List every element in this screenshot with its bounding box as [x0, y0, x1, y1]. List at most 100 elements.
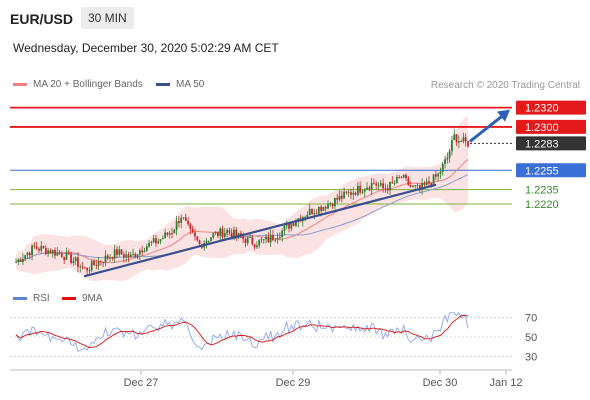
- candle-body: [327, 203, 329, 209]
- candle-body: [230, 232, 233, 238]
- legend-rsi: RSI: [13, 293, 50, 304]
- candle-body: [143, 250, 146, 253]
- timeframe-badge[interactable]: 30 MIN: [81, 7, 134, 29]
- chart-datetime: Wednesday, December 30, 2020 5:02:29 AM …: [13, 41, 279, 55]
- candle-body: [116, 249, 118, 255]
- candle-body: [272, 235, 274, 241]
- candle-body: [393, 182, 396, 184]
- legend-9ma-swatch: [62, 296, 76, 300]
- candle-body: [21, 258, 24, 262]
- candle-body: [451, 139, 453, 152]
- candle-body: [145, 246, 148, 251]
- candle-body: [51, 249, 54, 254]
- candle-body: [138, 250, 141, 255]
- legend-ma20-label: MA 20 + Bollinger Bands: [33, 79, 143, 90]
- candle-body: [104, 255, 107, 263]
- candle-body: [196, 236, 199, 241]
- candle-body: [194, 232, 196, 237]
- legend-rsi-swatch: [13, 296, 27, 300]
- x-tick-label: Dec 30: [423, 377, 458, 389]
- candle-body: [407, 178, 410, 186]
- rsi-tick-50: 50: [525, 332, 537, 344]
- candle-body: [432, 174, 435, 186]
- candle-body: [306, 215, 309, 217]
- legend-ma50: MA 50: [156, 79, 204, 90]
- projection-arrowhead: [497, 109, 510, 122]
- candle-body: [173, 229, 176, 234]
- candle-body: [347, 192, 350, 194]
- candle-body: [221, 228, 224, 238]
- candle-body: [256, 245, 258, 248]
- candle-body: [274, 239, 277, 241]
- chart-header: EUR/USD 30 MIN: [0, 0, 590, 36]
- candle-body: [127, 254, 130, 258]
- candle-body: [462, 137, 465, 142]
- candle-body: [423, 183, 426, 185]
- candle-body: [187, 220, 189, 225]
- candle-body: [395, 176, 398, 183]
- candle-body: [448, 151, 451, 158]
- level-labels: 1.2320 1.2300 1.2283 1.2255 1.2235 1.2220: [516, 100, 586, 211]
- candle-body: [317, 206, 320, 214]
- candle-body: [79, 266, 82, 268]
- candle-body: [141, 250, 144, 253]
- candle-body: [97, 261, 100, 266]
- candle-body: [262, 239, 265, 240]
- level-label-1.2235: 1.2235: [525, 185, 559, 197]
- candle-body: [430, 183, 433, 186]
- candle-body: [444, 159, 446, 165]
- x-tick-label: Dec 27: [124, 377, 159, 389]
- candle-body: [90, 261, 93, 271]
- candle-body: [56, 252, 59, 256]
- candle-body: [26, 252, 29, 256]
- candle-body: [205, 241, 208, 244]
- uptrend-line: [83, 183, 437, 278]
- candle-body: [258, 239, 261, 246]
- candle-body: [356, 185, 359, 195]
- candle-body: [389, 181, 391, 191]
- candle-body: [437, 173, 440, 177]
- candle-body: [168, 233, 171, 235]
- candle-body: [320, 206, 323, 211]
- candle-body: [386, 188, 389, 191]
- candle-body: [304, 216, 306, 218]
- candle-body: [382, 183, 385, 189]
- rsi-panel: 70 50 30: [10, 311, 537, 363]
- candle-body: [207, 240, 210, 242]
- candle-body: [354, 192, 357, 195]
- candle-body: [370, 182, 373, 190]
- candle-body: [157, 241, 160, 244]
- candle-body: [148, 242, 150, 247]
- candle-body: [409, 185, 412, 187]
- candle-body: [334, 197, 336, 207]
- candle-body: [15, 261, 17, 263]
- candle-body: [251, 237, 254, 245]
- trend-overlay: [83, 109, 510, 278]
- candle-body: [457, 141, 460, 143]
- candle-body: [175, 220, 178, 230]
- candle-body: [17, 259, 20, 262]
- candle-body: [226, 230, 228, 234]
- candle-body: [118, 249, 121, 255]
- candle-body: [88, 270, 91, 272]
- candle-body: [166, 232, 169, 235]
- candle-body: [180, 217, 183, 224]
- candle-body: [246, 237, 249, 244]
- candle-body: [283, 225, 286, 231]
- candle-body: [439, 171, 442, 174]
- candle-body: [99, 261, 102, 263]
- candle-body: [81, 266, 84, 268]
- candle-body: [260, 239, 263, 241]
- candle-body: [106, 255, 109, 259]
- candle-body: [345, 191, 348, 193]
- candle-body: [83, 267, 86, 268]
- ma50-line: [15, 174, 469, 263]
- candle-body: [313, 213, 316, 215]
- candle-body: [428, 181, 430, 184]
- level-label-1.2220: 1.2220: [525, 199, 559, 211]
- candle-body: [373, 182, 375, 184]
- candle-body: [324, 206, 327, 209]
- candle-body: [455, 134, 458, 143]
- candle-body: [336, 197, 339, 200]
- candle-body: [86, 267, 89, 271]
